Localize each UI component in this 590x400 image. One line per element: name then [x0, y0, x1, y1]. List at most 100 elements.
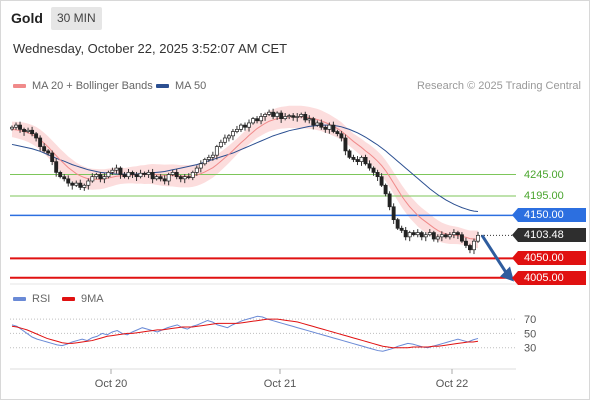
candle-body [123, 175, 126, 177]
candle-body [63, 177, 66, 179]
candle-body [476, 235, 479, 241]
candle-body [107, 172, 110, 176]
candle-body [304, 114, 307, 120]
candle-body [348, 151, 351, 157]
candle-body [448, 235, 451, 237]
candle-body [388, 194, 391, 207]
candle-body [332, 125, 335, 131]
level-tag-4150.00: 4150.00 [518, 208, 586, 222]
candle-body [436, 237, 439, 239]
candle-body [340, 134, 343, 138]
candle-body [239, 125, 242, 129]
candle-body [428, 233, 431, 235]
candle-body [191, 172, 194, 177]
level-tag-4005.00: 4005.00 [518, 271, 586, 285]
candle-body [360, 157, 363, 161]
candle-body [223, 138, 226, 142]
candle-body [328, 125, 331, 129]
candle-body [464, 241, 467, 245]
candle-body [207, 157, 210, 159]
legend-ma9-label: 9MA [81, 293, 104, 305]
candle-body [416, 233, 419, 235]
legend-swatch-rsi [13, 297, 26, 301]
level-tag-4050.00: 4050.00 [518, 251, 586, 265]
candle-body [131, 172, 134, 174]
candle-body [30, 130, 33, 133]
candle-body [183, 177, 186, 179]
candle-body [203, 159, 206, 163]
rsi-tick-30: 30 [524, 343, 536, 355]
candle-body [284, 116, 287, 118]
candle-body [420, 233, 423, 237]
candle-body [444, 235, 447, 237]
candle-body [103, 177, 106, 179]
legend-rsi-label: RSI [32, 293, 50, 305]
x-label-Oct-22: Oct 22 [436, 378, 468, 390]
candle-body [22, 129, 25, 131]
candle-body [392, 207, 395, 220]
candle-body [235, 129, 238, 131]
candle-body [163, 179, 166, 181]
candle-body [199, 164, 202, 168]
candle-body [139, 173, 142, 176]
candle-body [159, 177, 162, 179]
candle-body [247, 123, 250, 127]
rsi-tick-50: 50 [524, 328, 536, 340]
candle-body [71, 183, 74, 185]
candle-body [55, 162, 58, 173]
level-tag-4195.00: 4195.00 [518, 189, 568, 203]
candle-body [288, 116, 291, 117]
candle-body [231, 132, 234, 136]
candle-body [87, 181, 90, 185]
level-tag-notch [512, 271, 518, 285]
candle-body [35, 134, 38, 138]
candle-body [460, 235, 463, 241]
candle-body [155, 177, 158, 179]
level-tag-4103.48: 4103.48 [518, 228, 586, 242]
candle-body [280, 113, 283, 119]
candle-body [215, 147, 218, 156]
candle-body [135, 175, 138, 177]
candle-body [412, 233, 415, 235]
candle-body [452, 233, 455, 235]
candle-body [308, 119, 311, 120]
candle-body [195, 168, 198, 172]
rsi-tick-70: 70 [524, 314, 536, 326]
candle-body [372, 168, 375, 172]
candle-body [468, 245, 471, 249]
candle-body [456, 233, 459, 235]
candle-body [227, 136, 230, 138]
candle-body [336, 132, 339, 134]
candle-body [14, 125, 17, 127]
candle-body [352, 157, 355, 159]
level-tag-notch [512, 251, 518, 265]
candle-body [324, 127, 327, 129]
candle-body [292, 116, 295, 118]
candle-body [95, 175, 98, 177]
candle-body [39, 138, 42, 147]
level-tag-notch [512, 208, 518, 222]
x-label-Oct-21: Oct 21 [264, 378, 296, 390]
candle-body [18, 125, 21, 129]
candle-body [147, 172, 150, 174]
candle-body [119, 168, 122, 174]
candle-body [219, 142, 222, 146]
candle-body [251, 119, 254, 123]
candle-body [167, 175, 170, 181]
x-label-Oct-20: Oct 20 [95, 378, 127, 390]
level-tag-4245.00: 4245.00 [518, 168, 568, 182]
candle-body [26, 130, 29, 131]
candle-body [259, 116, 262, 120]
legend-ma9: 9MA [62, 293, 104, 305]
candle-body [380, 177, 383, 186]
candle-body [75, 183, 78, 185]
candle-body [51, 153, 54, 162]
candle-body [187, 177, 190, 178]
candle-body [432, 233, 435, 239]
candle-body [408, 233, 411, 237]
candle-body [316, 123, 319, 125]
candle-body [376, 172, 379, 176]
candle-body [312, 119, 315, 125]
candle-body [175, 172, 178, 176]
